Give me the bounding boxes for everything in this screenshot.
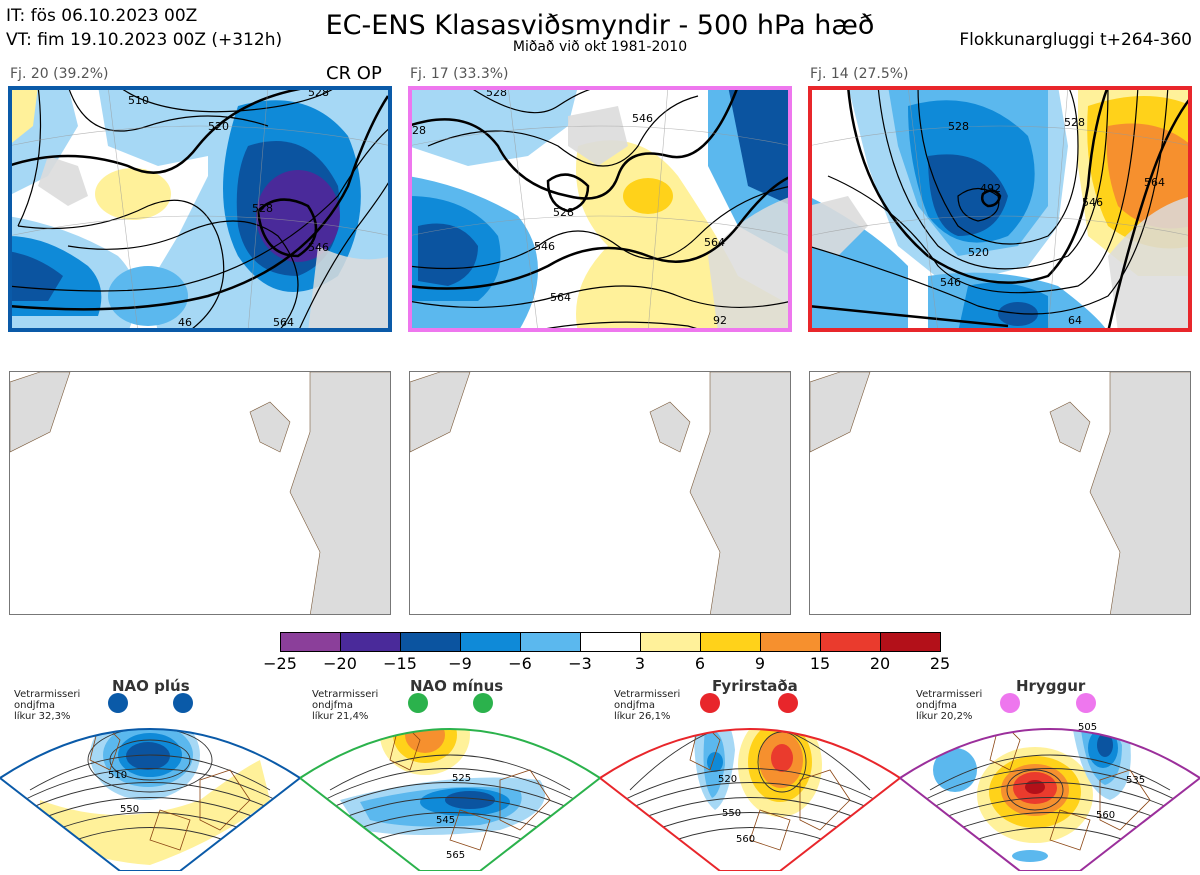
contour-label: 525 (452, 773, 471, 784)
colorbar-tick: 3 (634, 654, 646, 673)
cluster-1-label: Fj. 20 (39.2%) (10, 66, 109, 82)
colorbar-swatch (761, 633, 821, 651)
empty-map-1 (9, 371, 391, 615)
regime-2-map: 525 545 565 (298, 690, 602, 872)
colorbar-tick: −15 (383, 654, 417, 673)
contour-label: 565 (446, 850, 465, 861)
contour-label: 546 (308, 241, 329, 254)
contour-label: 546 (1082, 196, 1103, 209)
contour-label: 550 (120, 804, 139, 815)
contour-label: 520 (718, 774, 737, 785)
contour-label: 564 (273, 316, 294, 329)
contour-label: 546 (632, 112, 653, 125)
cluster-2-map: 28 528 546 528 546 564 564 92 (408, 86, 792, 332)
regime-1-map: 510 550 (0, 690, 302, 872)
contour-label: 545 (436, 815, 455, 826)
empty-map-2 (409, 371, 791, 615)
contour-label: 28 (412, 124, 426, 137)
contour-label: 520 (208, 120, 229, 133)
colorbar-tick: −9 (448, 654, 472, 673)
cluster-2-border (408, 86, 792, 332)
colorbar-tick: 6 (694, 654, 706, 673)
colorbar-tick: −3 (568, 654, 592, 673)
contour-label: 560 (736, 834, 755, 845)
regime-4-note: Vetrarmisseri ondjfma líkur 20,2% (916, 689, 983, 722)
colorbar-tick: 9 (754, 654, 766, 673)
contour-label: 492 (980, 182, 1001, 195)
colorbar-swatch (281, 633, 341, 651)
colorbar-swatch (521, 633, 581, 651)
contour-label: 535 (1126, 775, 1145, 786)
colorbar-tick: −25 (263, 654, 297, 673)
regime-3-map: 520 550 560 (598, 690, 902, 872)
contour-label: 564 (704, 236, 725, 249)
regime-2-note: Vetrarmisseri ondjfma líkur 21,4% (312, 689, 379, 722)
colorbar-swatch (341, 633, 401, 651)
classification-window: Flokkunargluggi t+264-360 (959, 30, 1192, 50)
contour-label: 528 (948, 120, 969, 133)
cluster-1-map: 510 520 528 528 546 564 46 (8, 86, 392, 332)
regime-4-title: Hryggur (1016, 677, 1086, 695)
run-info: IT: fös 06.10.2023 00Z VT: fim 19.10.202… (6, 4, 282, 52)
colorbar-swatch (701, 633, 761, 651)
contour-label: 546 (534, 240, 555, 253)
contour-label: 510 (128, 94, 149, 107)
colorbar-swatch (821, 633, 881, 651)
contour-label: 550 (722, 808, 741, 819)
colorbar-swatch (641, 633, 701, 651)
cluster-1-border (8, 86, 392, 332)
colorbar-swatch (581, 633, 641, 651)
regime-2-title: NAO mínus (410, 677, 504, 695)
initial-time: IT: fös 06.10.2023 00Z (6, 6, 198, 26)
colorbar-tick: 25 (929, 654, 951, 673)
contour-label: 560 (1096, 810, 1115, 821)
colorbar-tick: −20 (323, 654, 357, 673)
contour-label: 528 (1064, 116, 1085, 129)
contour-label: 528 (252, 202, 273, 215)
cluster-3-label: Fj. 14 (27.5%) (810, 66, 909, 82)
colorbar (280, 632, 941, 652)
contour-label: 92 (713, 314, 727, 327)
contour-label: 510 (108, 770, 127, 781)
regime-3-note: Vetrarmisseri ondjfma líkur 26,1% (614, 689, 681, 722)
valid-time: VT: fim 19.10.2023 00Z (+312h) (6, 30, 283, 50)
cluster-1-tag: CR OP (326, 63, 382, 84)
contour-label: 64 (1068, 314, 1082, 327)
regime-1-title: NAO plús (112, 677, 190, 695)
colorbar-tick: 15 (809, 654, 831, 673)
cluster-3-border (808, 86, 1192, 332)
colorbar-swatch (881, 633, 940, 651)
contour-label: 505 (1078, 722, 1097, 733)
chart-subtitle: Miðað við okt 1981-2010 (512, 39, 688, 55)
contour-label: 46 (178, 316, 192, 329)
cluster-2-label: Fj. 17 (33.3%) (410, 66, 509, 82)
colorbar-tick: 20 (869, 654, 891, 673)
chart-title: EC-ENS Klasasviðsmyndir - 500 hPa hæð (325, 10, 875, 41)
colorbar-swatch (461, 633, 521, 651)
contour-label: 520 (968, 246, 989, 259)
regime-4-map: 505 535 560 (898, 690, 1200, 872)
contour-label: 546 (940, 276, 961, 289)
regime-3-title: Fyrirstaða (712, 677, 798, 695)
colorbar-tick: −6 (508, 654, 532, 673)
regime-1-note: Vetrarmisseri ondjfma líkur 32,3% (14, 689, 81, 722)
contour-label: 528 (553, 206, 574, 219)
cluster-3-map: 492 528 520 546 546 564 528 64 (808, 86, 1192, 332)
colorbar-swatch (401, 633, 461, 651)
contour-label: 564 (550, 291, 571, 304)
empty-map-3 (809, 371, 1191, 615)
contour-label: 564 (1144, 176, 1165, 189)
